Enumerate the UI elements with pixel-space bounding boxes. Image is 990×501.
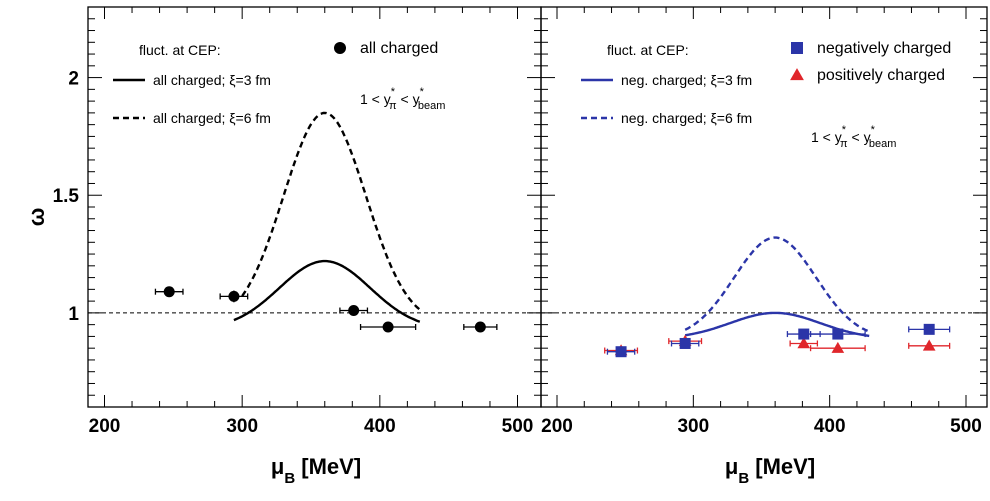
x-tick-label-1-2: 400 bbox=[814, 416, 846, 437]
curve-1-1 bbox=[684, 236, 870, 333]
x-tick-label-0-3: 500 bbox=[502, 416, 534, 437]
x-axis-title-sub: B bbox=[284, 470, 295, 487]
rapidity-prefix: 1 < y bbox=[360, 91, 391, 107]
point-0-0-1 bbox=[228, 290, 240, 302]
point-0-0-4 bbox=[474, 321, 486, 333]
rapidity-sub2: beam bbox=[869, 138, 897, 150]
legend-marker-label-1-1: positively charged bbox=[817, 67, 945, 84]
point-1-1-1 bbox=[679, 337, 691, 349]
rapidity-sub2: beam bbox=[418, 100, 446, 112]
legend-header-0: fluct. at CEP: bbox=[139, 42, 221, 58]
rapidity-sub1: π bbox=[840, 138, 848, 150]
point-1-1-4 bbox=[923, 323, 935, 335]
x-axis-title-main: μ bbox=[725, 454, 738, 479]
legend-marker-label-0-0: all charged bbox=[360, 40, 438, 57]
x-tick-label-0-1: 300 bbox=[226, 416, 258, 437]
plot-content: fluct. at CEP: all charged; ξ=3 fm all cha… bbox=[88, 40, 987, 358]
rapidity-sub1: π bbox=[389, 100, 397, 112]
rapidity-sup2: * bbox=[420, 86, 425, 98]
x-tick-label-0-2: 400 bbox=[364, 416, 396, 437]
y-tick-label-1: 1.5 bbox=[53, 186, 80, 207]
y-tick-label-0: 1 bbox=[68, 304, 79, 325]
curve-0-1 bbox=[241, 111, 421, 311]
point-0-0-3 bbox=[382, 321, 394, 333]
legend-curve-label-1-0: neg. charged; ξ=3 fm bbox=[621, 72, 752, 88]
point-1-0-4 bbox=[922, 339, 936, 351]
legend-marker-1-0 bbox=[791, 42, 803, 54]
x-axis-title-sub: B bbox=[738, 470, 749, 487]
x-tick-label-1-0: 200 bbox=[541, 416, 573, 437]
rapidity-sup1: * bbox=[391, 86, 396, 98]
x-tick-label-1-1: 300 bbox=[677, 416, 709, 437]
point-1-1-3 bbox=[832, 328, 844, 340]
legend-curve-label-0-1: all charged; ξ=6 fm bbox=[153, 110, 271, 126]
legend-marker-label-1-0: negatively charged bbox=[817, 40, 951, 57]
point-1-1-2 bbox=[798, 328, 810, 340]
legend-curve-label-0-0: all charged; ξ=3 fm bbox=[153, 72, 271, 88]
panel-frame-0 bbox=[87, 6, 542, 408]
point-0-0-2 bbox=[348, 305, 360, 317]
rapidity-label-0: 1 < y* π < y* beam bbox=[360, 86, 445, 112]
legend-marker-0-0 bbox=[334, 42, 346, 54]
rapidity-label-1: 1 < y* π < y* beam bbox=[811, 124, 896, 150]
point-1-0-3 bbox=[831, 341, 845, 353]
y-tick-label-2: 2 bbox=[68, 69, 79, 90]
x-axis-title-1: μB [MeV] bbox=[725, 454, 815, 487]
legend-header-1: fluct. at CEP: bbox=[607, 42, 689, 58]
legend-marker-1-1 bbox=[790, 68, 804, 81]
curve-0-0 bbox=[233, 259, 421, 323]
rapidity-mid: < y bbox=[397, 91, 420, 107]
point-1-1-0 bbox=[615, 346, 627, 358]
x-axis-title-rest: [MeV] bbox=[749, 454, 815, 479]
rapidity-sup1: * bbox=[842, 124, 847, 136]
x-axis-title-main: μ bbox=[271, 454, 284, 479]
x-axis-title-rest: [MeV] bbox=[295, 454, 361, 479]
legend-curve-label-1-1: neg. charged; ξ=6 fm bbox=[621, 110, 752, 126]
rapidity-prefix: 1 < y bbox=[811, 129, 842, 145]
y-axis-title: ω bbox=[24, 208, 49, 227]
rapidity-sup2: * bbox=[871, 124, 876, 136]
point-1-0-2 bbox=[797, 337, 811, 349]
x-axis-title-0: μB [MeV] bbox=[271, 454, 361, 487]
x-tick-label-1-3: 500 bbox=[950, 416, 982, 437]
x-tick-label-0-0: 200 bbox=[89, 416, 121, 437]
rapidity-mid: < y bbox=[848, 129, 871, 145]
point-0-0-0 bbox=[163, 286, 175, 298]
